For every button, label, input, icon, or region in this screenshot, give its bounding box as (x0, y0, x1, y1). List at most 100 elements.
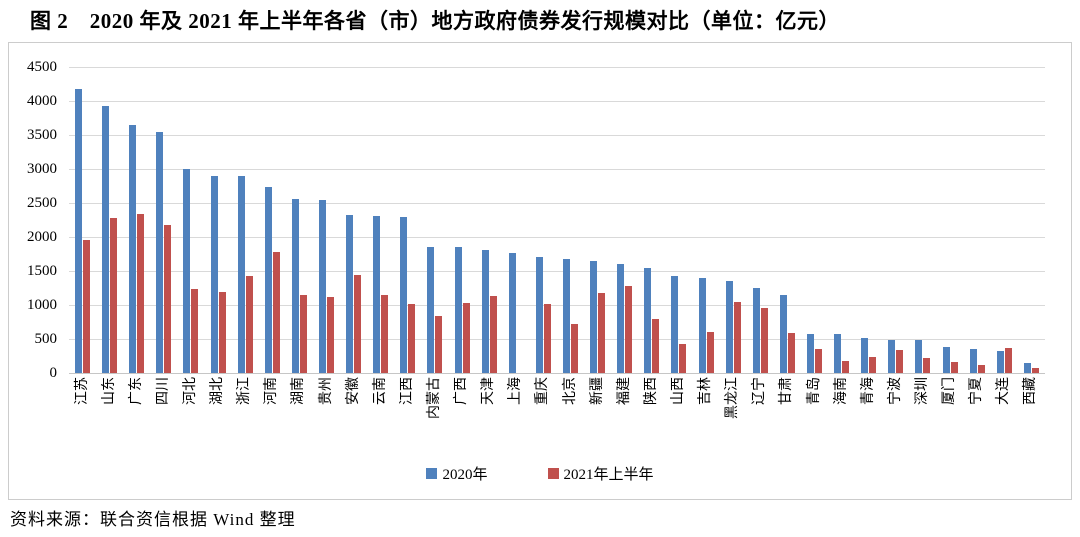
bar-2021年上半年 (896, 350, 904, 373)
x-axis-cell: 辽宁 (747, 373, 774, 468)
bar-group (123, 67, 150, 373)
x-axis-cell: 北京 (557, 373, 584, 468)
x-axis-cell: 厦门 (937, 373, 964, 468)
x-axis-cell: 上海 (503, 373, 530, 468)
x-axis-cell: 河南 (259, 373, 286, 468)
y-axis-label: 0 (49, 365, 58, 381)
bar-2020年 (183, 169, 191, 373)
bar-group (313, 67, 340, 373)
bar-2020年 (373, 216, 381, 373)
x-axis-label: 天津 (481, 377, 497, 405)
bar-group (394, 67, 421, 373)
bar-group (1018, 67, 1045, 373)
x-axis-cell: 河北 (177, 373, 204, 468)
x-axis-label: 湖北 (210, 377, 226, 405)
x-axis-label: 上海 (508, 377, 524, 405)
bar-2020年 (156, 132, 164, 373)
bar-2020年 (834, 334, 842, 373)
bar-2020年 (535, 257, 543, 373)
gridline (69, 373, 1045, 374)
x-axis-cell: 湖南 (286, 373, 313, 468)
gridline (69, 67, 1045, 68)
legend-swatch-2021h1-icon (547, 468, 559, 479)
bar-2020年 (454, 247, 462, 373)
bar-2020年 (508, 253, 516, 373)
x-axis-label: 甘肃 (779, 377, 795, 405)
y-axis-label: 500 (34, 331, 58, 347)
bar-2021年上半年 (83, 240, 91, 373)
bar-2020年 (807, 334, 814, 373)
bar-2021年上半年 (869, 357, 877, 373)
x-axis-cell: 贵州 (313, 373, 340, 468)
bar-group (530, 67, 557, 373)
x-axis-cell: 浙江 (232, 373, 259, 468)
x-axis-cell: 宁波 (882, 373, 909, 468)
bar-2021年上半年 (679, 344, 687, 373)
x-axis-cell: 广西 (449, 373, 476, 468)
y-axis-label: 3000 (27, 161, 57, 177)
x-axis: 江苏 山东 广东 四川 河北 湖北 浙江 河南 湖南 贵州 安徽 云南 江西 内蒙古 广西 天津 上海 重庆 北京新… (69, 373, 1045, 468)
x-axis-label: 宁夏 (969, 377, 985, 405)
x-axis-cell: 山西 (665, 373, 692, 468)
y-axis-label: 4000 (27, 93, 57, 109)
bar-group (611, 67, 638, 373)
bar-2021年上半年 (137, 214, 145, 373)
bar-2021年上半年 (381, 295, 389, 373)
x-axis-cell: 甘肃 (774, 373, 801, 468)
bar-2020年 (671, 276, 679, 373)
x-axis-label: 厦门 (942, 377, 958, 405)
y-axis-label: 1500 (27, 263, 57, 279)
data-source-note: 资料来源：联合资信根据 Wind 整理 (10, 510, 296, 529)
gridline (69, 339, 1045, 340)
bar-2021年上半年 (706, 332, 714, 373)
bar-2020年 (75, 89, 83, 373)
bar-2021年上半年 (842, 361, 850, 373)
bar-2021年上半年 (191, 289, 199, 373)
bar-group (584, 67, 611, 373)
x-axis-cell: 云南 (367, 373, 394, 468)
bar-2021年上半年 (245, 276, 253, 373)
bar-group (882, 67, 909, 373)
bar-group (855, 67, 882, 373)
bar-2020年 (779, 295, 787, 373)
gridline (69, 305, 1045, 306)
bar-2021年上半年 (787, 333, 795, 373)
bar-2021年上半年 (815, 349, 822, 373)
bar-2021年上半年 (977, 365, 985, 373)
bar-group (449, 67, 476, 373)
x-axis-cell: 深圳 (909, 373, 936, 468)
bar-2020年 (210, 176, 218, 373)
x-axis-label: 新疆 (589, 377, 605, 405)
x-axis-label: 内蒙古 (426, 377, 442, 419)
bar-2021年上半年 (489, 296, 497, 373)
bar-2021年上半年 (571, 324, 579, 373)
x-axis-label: 吉林 (698, 377, 714, 405)
bar-2021年上半年 (218, 292, 226, 373)
x-axis-label: 江苏 (74, 377, 90, 405)
legend-label-2020: 2020年 (442, 467, 488, 483)
bar-series (69, 67, 1045, 373)
gridline (69, 169, 1045, 170)
x-axis-label: 宁波 (887, 377, 903, 405)
bar-group (96, 67, 123, 373)
x-axis-cell: 山东 (96, 373, 123, 468)
bar-group (421, 67, 448, 373)
bar-2020年 (1023, 363, 1031, 373)
bar-2020年 (427, 247, 435, 373)
x-axis-cell: 青海 (855, 373, 882, 468)
bar-2020年 (915, 340, 923, 373)
legend-swatch-2020-icon (426, 468, 438, 479)
x-axis-label: 广西 (454, 377, 470, 405)
bar-group (69, 67, 96, 373)
x-axis-label: 河北 (182, 377, 198, 405)
bar-group (503, 67, 530, 373)
bar-group (665, 67, 692, 373)
bar-2020年 (129, 125, 137, 373)
x-axis-label: 陕西 (643, 377, 659, 405)
x-axis-label: 山东 (101, 377, 117, 405)
x-axis-label: 辽宁 (752, 377, 768, 405)
bar-2020年 (590, 261, 598, 373)
bar-2021年上半年 (950, 362, 958, 373)
bar-2020年 (752, 288, 760, 373)
bar-group (150, 67, 177, 373)
